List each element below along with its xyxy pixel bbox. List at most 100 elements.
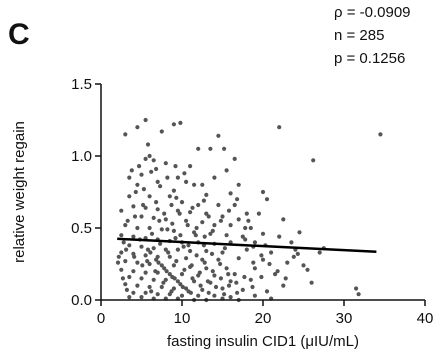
data-point (184, 286, 189, 291)
data-point (222, 246, 227, 251)
data-point (127, 295, 132, 300)
data-point (264, 289, 270, 294)
data-point (161, 280, 166, 285)
y-tick-label: 1.5 (71, 76, 92, 93)
data-point (173, 164, 178, 169)
data-point (356, 292, 361, 297)
data-point (140, 263, 145, 268)
data-point (216, 257, 221, 262)
data-point (163, 217, 168, 222)
data-point (248, 225, 253, 231)
data-point (143, 117, 148, 123)
data-point (125, 218, 130, 223)
data-point (273, 272, 278, 277)
data-point (209, 251, 215, 256)
data-point (204, 192, 209, 197)
data-point (242, 274, 247, 280)
data-point (141, 187, 146, 192)
data-point (248, 277, 253, 282)
data-point (159, 263, 164, 268)
data-point (171, 122, 176, 127)
data-point (220, 250, 225, 255)
data-point (291, 254, 296, 259)
data-point (260, 231, 266, 236)
data-point (147, 225, 152, 231)
data-point (141, 202, 146, 208)
data-point (178, 233, 183, 238)
data-point (277, 125, 282, 130)
data-point (236, 182, 241, 187)
data-point (188, 248, 193, 254)
data-point (277, 234, 282, 239)
ticks-layer: 0 10 20 30 40 0.0 0.5 1.0 1.5 (71, 76, 433, 327)
data-point (218, 261, 223, 267)
data-point (159, 284, 164, 290)
data-point (235, 290, 240, 295)
data-point (129, 168, 134, 173)
data-point (116, 254, 121, 259)
data-point (305, 267, 310, 272)
data-point (139, 295, 144, 300)
data-point (155, 292, 160, 297)
data-point (252, 293, 257, 298)
data-point (202, 260, 207, 265)
data-point (201, 198, 206, 203)
data-point (198, 283, 203, 288)
data-point (171, 188, 176, 193)
data-point (252, 266, 257, 271)
data-point (135, 225, 140, 231)
data-point (115, 260, 121, 265)
y-tick-label: 1.0 (71, 148, 92, 165)
data-point (259, 274, 264, 280)
y-tick-label: 0.0 (71, 292, 92, 309)
data-point (163, 277, 168, 282)
data-point (123, 132, 128, 137)
data-point (220, 286, 225, 291)
data-point (143, 156, 148, 161)
data-point (204, 266, 209, 271)
data-point (131, 204, 136, 209)
data-point (119, 208, 124, 213)
data-point (228, 295, 233, 300)
data-point (139, 244, 144, 249)
data-point (295, 251, 300, 256)
data-point (151, 215, 156, 220)
data-point (167, 254, 172, 259)
data-point (179, 293, 185, 298)
data-point (188, 164, 193, 169)
data-point (186, 243, 191, 248)
data-point (246, 218, 251, 223)
data-point (196, 293, 201, 298)
data-point (260, 257, 266, 262)
data-point (354, 286, 359, 291)
data-point (285, 260, 290, 265)
data-point (220, 214, 225, 219)
data-point (204, 211, 209, 216)
data-point (200, 182, 205, 187)
data-point (185, 223, 190, 228)
data-point (123, 282, 128, 287)
data-point (212, 293, 217, 298)
data-point (127, 194, 132, 199)
data-point (169, 289, 174, 294)
data-point (147, 261, 152, 267)
panel-letter: C (8, 18, 30, 51)
data-point (190, 276, 195, 281)
data-point (244, 247, 249, 252)
data-point (213, 284, 219, 290)
data-point (169, 202, 174, 208)
data-point (175, 247, 180, 252)
stat-rho: ρ = -0.0909 (334, 4, 411, 21)
data-point (240, 287, 245, 292)
data-point (228, 223, 233, 228)
data-point (178, 282, 183, 287)
data-point (184, 218, 189, 223)
data-point (222, 146, 227, 151)
data-point (224, 233, 229, 238)
data-point (127, 243, 132, 248)
data-point (259, 253, 264, 258)
data-point (137, 164, 142, 169)
data-point (147, 284, 152, 290)
data-point (174, 195, 179, 200)
